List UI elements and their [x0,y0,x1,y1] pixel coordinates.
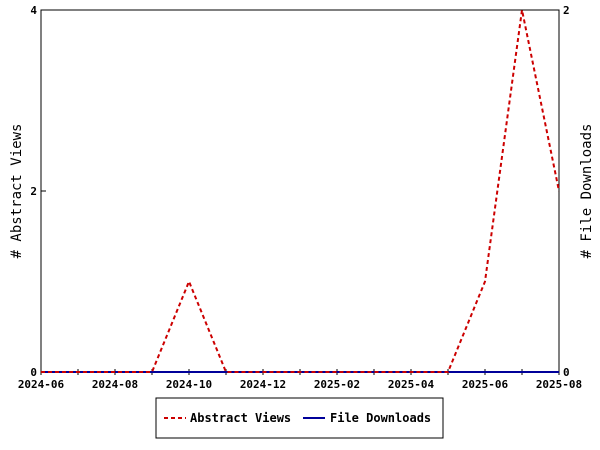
ticks: 2024-06 2024-08 2024-10 2024-12 2025-02 2025-… [18,4,582,391]
legend-label-abstract-views: Abstract Views [190,411,291,425]
y-tick-label-left: 0 [30,366,37,379]
x-tick-label: 2024-12 [240,378,286,391]
x-tick-label: 2025-04 [388,378,435,391]
axes [40,9,560,373]
legend: Abstract Views File Downloads [155,397,444,439]
y-axis-title-left: # Abstract Views [9,124,25,259]
y-tick-label-right: 2 [563,4,570,17]
x-tick-label: 2025-08 [536,378,582,391]
legend-label-file-downloads: File Downloads [330,411,431,425]
legend-box [155,397,444,439]
x-tick-label: 2025-02 [314,378,360,391]
series-lines [41,9,560,373]
x-tick-label: 2024-08 [92,378,138,391]
y-tick-label-left: 4 [30,4,37,17]
y-tick-label-right: 0 [563,366,570,379]
x-tick-label: 2025-06 [462,378,509,391]
y-axis-title-right: # File Downloads [579,124,595,259]
x-tick-label: 2024-06 [18,378,65,391]
plot-frame [40,9,560,373]
x-tick-label: 2024-10 [166,378,212,391]
y-tick-label-left: 2 [30,185,37,198]
series-line-abstract-views [41,9,560,373]
